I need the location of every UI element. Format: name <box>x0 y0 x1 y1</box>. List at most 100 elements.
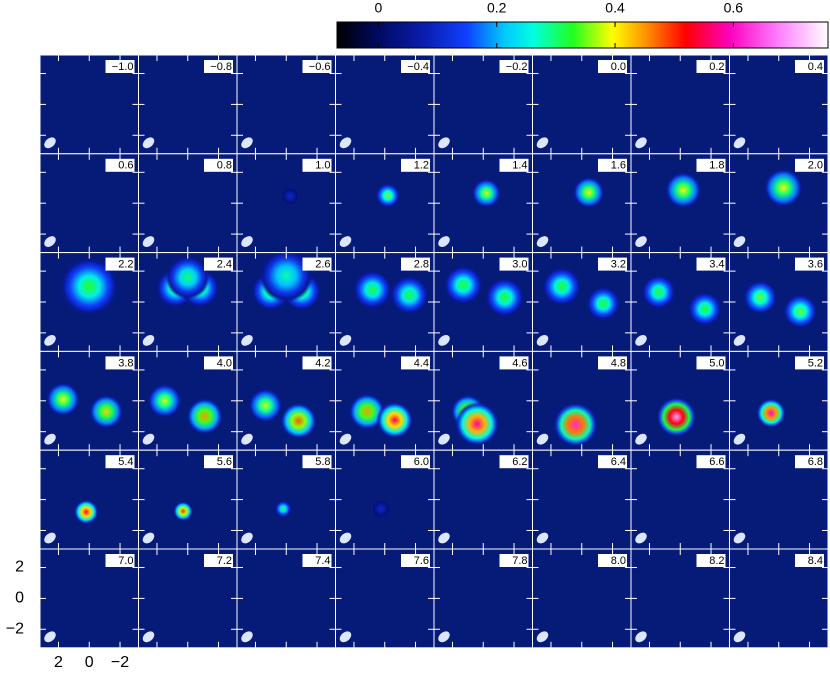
panel-label: 5.4 <box>118 456 133 468</box>
emission-blob <box>280 402 318 440</box>
panel-label: 1.6 <box>611 160 626 172</box>
emission <box>147 383 224 435</box>
beam <box>44 532 56 544</box>
beam <box>438 334 450 346</box>
panel-label-box <box>204 554 233 567</box>
beam <box>44 137 56 149</box>
panel-label-box <box>302 60 332 73</box>
emission <box>450 394 500 447</box>
beam <box>339 236 352 248</box>
panel-label-box <box>696 158 726 172</box>
panel: 4.0 <box>138 350 238 451</box>
panel-label: 5.2 <box>808 357 823 369</box>
panel: 4.2 <box>236 350 336 451</box>
panel-label-box <box>795 257 824 271</box>
panel: −0.4 <box>335 54 435 155</box>
panel: 7.0 <box>39 548 139 649</box>
beam <box>142 532 155 544</box>
panel-label: 1.4 <box>512 160 527 172</box>
emission-blob <box>59 257 119 317</box>
panel-label-box <box>598 554 627 567</box>
beam <box>142 334 155 346</box>
panel: −0.8 <box>138 54 238 155</box>
panel: −0.2 <box>433 54 533 155</box>
panel-label: 2.8 <box>414 259 429 271</box>
y-tick-label: −2 <box>6 620 24 637</box>
panel-label: 4.6 <box>512 357 527 369</box>
panel: 6.0 <box>335 449 435 550</box>
beam <box>339 137 352 149</box>
beam <box>241 137 253 149</box>
emission-blob <box>454 401 500 447</box>
panel: 1.6 <box>532 153 632 254</box>
panel: 6.6 <box>630 449 730 550</box>
panel-label: 8.0 <box>611 555 626 567</box>
panel-label: 6.0 <box>414 456 429 468</box>
emission <box>763 168 804 208</box>
panel-label-box <box>499 60 529 73</box>
panel: 1.8 <box>630 153 730 254</box>
beam <box>438 137 450 149</box>
emission-blob <box>763 168 804 208</box>
panel-label-box <box>204 356 233 370</box>
panel: 5.0 <box>630 350 730 451</box>
emission <box>173 501 193 522</box>
panel: 2.4 <box>138 252 238 352</box>
panel-label: 1.2 <box>414 160 429 172</box>
panel: 8.2 <box>630 548 730 649</box>
beam <box>44 236 56 248</box>
panel-label-box <box>795 356 824 370</box>
emission-blob <box>687 291 723 327</box>
emission <box>348 393 414 439</box>
panel-label-box <box>795 158 824 172</box>
panel-label-box <box>302 356 332 370</box>
panel: 1.0 <box>236 153 336 254</box>
beam <box>536 433 549 445</box>
panel-label-box <box>204 257 233 271</box>
panel-label-box <box>401 455 430 469</box>
emission <box>656 397 697 437</box>
emission-blob <box>45 382 81 417</box>
panel: 4.8 <box>532 350 632 451</box>
panel: 5.4 <box>39 449 139 550</box>
x-tick-label: 2 <box>54 654 63 671</box>
panel-label: 6.8 <box>808 456 823 468</box>
beam <box>142 631 155 643</box>
panel: 3.8 <box>39 350 139 451</box>
panel-label-box <box>499 158 529 172</box>
emission-blob <box>443 265 483 305</box>
beam <box>438 532 450 544</box>
beam <box>241 236 253 248</box>
panel-label: 0.6 <box>118 160 133 172</box>
beam <box>733 137 746 149</box>
panel-label-box <box>696 554 726 567</box>
panel: 3.4 <box>630 252 730 352</box>
panel-label-box <box>105 356 135 370</box>
panel-label: 3.4 <box>709 259 724 271</box>
panel-label: 2.4 <box>217 259 232 271</box>
panel-label-box <box>598 455 627 469</box>
panel: 6.2 <box>433 449 533 550</box>
beam <box>536 631 549 643</box>
panel-label-box <box>696 257 726 271</box>
emission <box>274 500 292 518</box>
panel-label: 5.8 <box>315 456 330 468</box>
panel-label-box <box>696 455 726 469</box>
beam <box>733 532 746 544</box>
panel-label: 0.4 <box>808 61 823 73</box>
beam <box>438 631 450 643</box>
panel-label: 6.6 <box>709 456 724 468</box>
panel-label-box <box>401 60 430 73</box>
beam <box>339 532 352 544</box>
panel: 2.6 <box>236 252 336 352</box>
emission-blob <box>88 394 124 429</box>
beam <box>142 433 155 445</box>
panel-label-box <box>696 356 726 370</box>
beam <box>635 236 647 248</box>
panel: 3.6 <box>729 252 829 352</box>
panel-label-box <box>598 356 627 370</box>
panel-label: 4.8 <box>611 357 626 369</box>
emission-blob <box>572 176 605 209</box>
panel-label-box <box>795 60 824 73</box>
panel-label-box <box>204 158 233 172</box>
